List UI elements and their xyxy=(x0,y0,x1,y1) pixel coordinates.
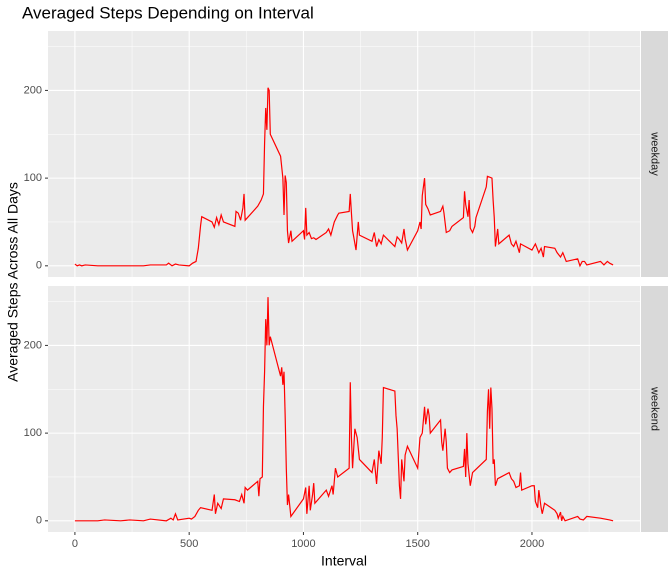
y-tick-label: 0 xyxy=(36,515,42,527)
x-tick-label: 1500 xyxy=(405,538,429,550)
panel-background xyxy=(48,31,640,277)
panel-background xyxy=(48,286,640,532)
strip-label: weekend xyxy=(649,386,661,431)
strip xyxy=(641,31,668,277)
x-tick-label: 1000 xyxy=(291,538,315,550)
x-tick-label: 500 xyxy=(180,538,198,550)
y-tick-label: 0 xyxy=(36,260,42,272)
x-tick-label: 2000 xyxy=(520,538,544,550)
chart-title: Averaged Steps Depending on Interval xyxy=(22,3,314,22)
strip xyxy=(641,286,668,532)
y-tick-label: 100 xyxy=(24,427,42,439)
line xyxy=(74,297,614,522)
y-tick-label: 100 xyxy=(24,172,42,184)
y-tick-label: 200 xyxy=(24,339,42,351)
y-axis-label: Averaged Steps Across All Days xyxy=(5,182,21,382)
x-tick-label: 0 xyxy=(72,538,78,550)
y-tick-label: 200 xyxy=(24,84,42,96)
strip-label: weekday xyxy=(649,131,661,176)
x-axis-label: Interval xyxy=(321,553,367,569)
line xyxy=(74,87,614,268)
